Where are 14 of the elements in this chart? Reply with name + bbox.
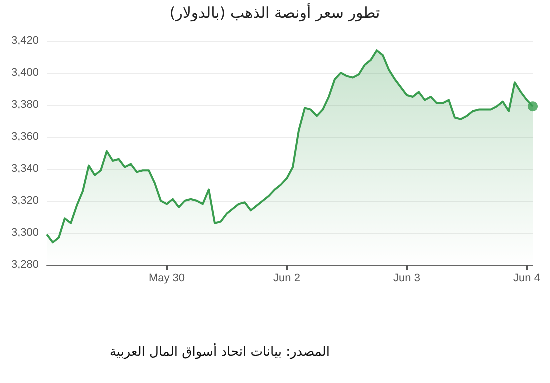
text: المصدر: بيانات اتحاد أسواق المال العربية xyxy=(108,345,330,360)
y-tick-label: 3,400 xyxy=(11,67,39,79)
y-tick-label: 3,300 xyxy=(11,227,39,239)
y-tick-label: 3,420 xyxy=(11,35,39,47)
y-tick-label: 3,380 xyxy=(11,99,39,111)
x-tick-label: May 30 xyxy=(148,272,186,284)
y-tick-label: 3,340 xyxy=(11,163,39,175)
x-tick-label: Jun 2 xyxy=(274,272,300,284)
x-tick-label: Jun 3 xyxy=(394,272,420,284)
y-tick-label: 3,360 xyxy=(11,131,39,143)
x-tick-label: Jun 4 xyxy=(514,272,540,284)
chart-title: تطور سعر أونصة الذهب (بالدولار) xyxy=(168,4,382,22)
y-tick-label: 3,320 xyxy=(11,195,39,207)
y-tick-label: 3,280 xyxy=(11,259,39,271)
